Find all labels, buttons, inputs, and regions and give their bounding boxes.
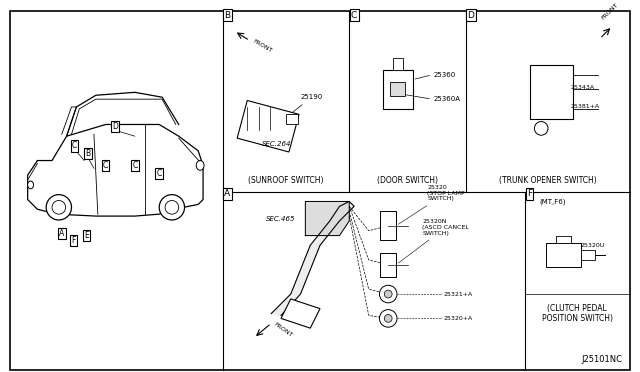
Polygon shape [271, 202, 354, 315]
Text: 25360A: 25360A [433, 96, 460, 102]
Text: F: F [71, 236, 76, 245]
Circle shape [159, 195, 184, 220]
Bar [383, 70, 413, 109]
Circle shape [534, 122, 548, 135]
Text: 25360: 25360 [433, 72, 455, 78]
Bar [286, 114, 298, 124]
Text: (TRUNK OPENER SWITCH): (TRUNK OPENER SWITCH) [499, 176, 597, 185]
Text: 25381+A: 25381+A [570, 105, 600, 109]
Text: C: C [103, 161, 108, 170]
Circle shape [380, 285, 397, 303]
Text: 25320N
(ASCD CANCEL
SWITCH): 25320N (ASCD CANCEL SWITCH) [398, 219, 469, 263]
Text: E: E [84, 231, 88, 240]
Text: J25101NC: J25101NC [581, 355, 622, 364]
Text: C: C [157, 169, 162, 178]
Bar [380, 211, 396, 240]
Text: 25343A: 25343A [570, 85, 595, 90]
Bar [393, 58, 403, 70]
Bar [237, 100, 299, 152]
Ellipse shape [28, 181, 33, 189]
Circle shape [52, 201, 66, 214]
Text: (DOOR SWITCH): (DOOR SWITCH) [377, 176, 438, 185]
Text: C: C [132, 161, 138, 170]
Text: 25320
(STOP LAMP
SWITCH): 25320 (STOP LAMP SWITCH) [398, 185, 465, 224]
Text: (CLUTCH PEDAL
POSITION SWITCH): (CLUTCH PEDAL POSITION SWITCH) [541, 304, 612, 323]
Bar [380, 253, 396, 276]
Ellipse shape [196, 161, 204, 170]
Text: B: B [86, 149, 91, 158]
Text: 25190: 25190 [293, 94, 323, 112]
Bar [556, 235, 572, 243]
Text: D: D [113, 122, 118, 131]
Circle shape [384, 314, 392, 322]
Text: A: A [225, 189, 230, 198]
Text: A: A [59, 229, 65, 238]
Polygon shape [305, 202, 349, 235]
Circle shape [380, 310, 397, 327]
Text: F: F [527, 189, 532, 198]
Polygon shape [281, 299, 320, 328]
Text: (MT,F6): (MT,F6) [540, 199, 566, 205]
Text: FRONT: FRONT [601, 3, 620, 21]
Text: SEC.264: SEC.264 [262, 141, 291, 147]
Text: FRONT: FRONT [273, 321, 294, 338]
Circle shape [46, 195, 72, 220]
Bar [546, 243, 581, 267]
Text: 25320U: 25320U [580, 243, 605, 248]
Bar [529, 65, 573, 119]
Circle shape [165, 201, 179, 214]
Text: SEC.465: SEC.465 [266, 216, 296, 222]
Text: B: B [225, 11, 230, 20]
Text: C: C [72, 141, 77, 150]
Text: D: D [468, 11, 474, 20]
Circle shape [384, 290, 392, 298]
Text: 25321+A: 25321+A [444, 292, 473, 296]
Polygon shape [67, 92, 179, 136]
Bar [390, 81, 404, 96]
Text: (SUNROOF SWITCH): (SUNROOF SWITCH) [248, 176, 324, 185]
Bar [581, 250, 595, 260]
Text: C: C [351, 11, 357, 20]
Text: FRONT: FRONT [252, 39, 273, 54]
Text: 25320+A: 25320+A [444, 316, 473, 321]
